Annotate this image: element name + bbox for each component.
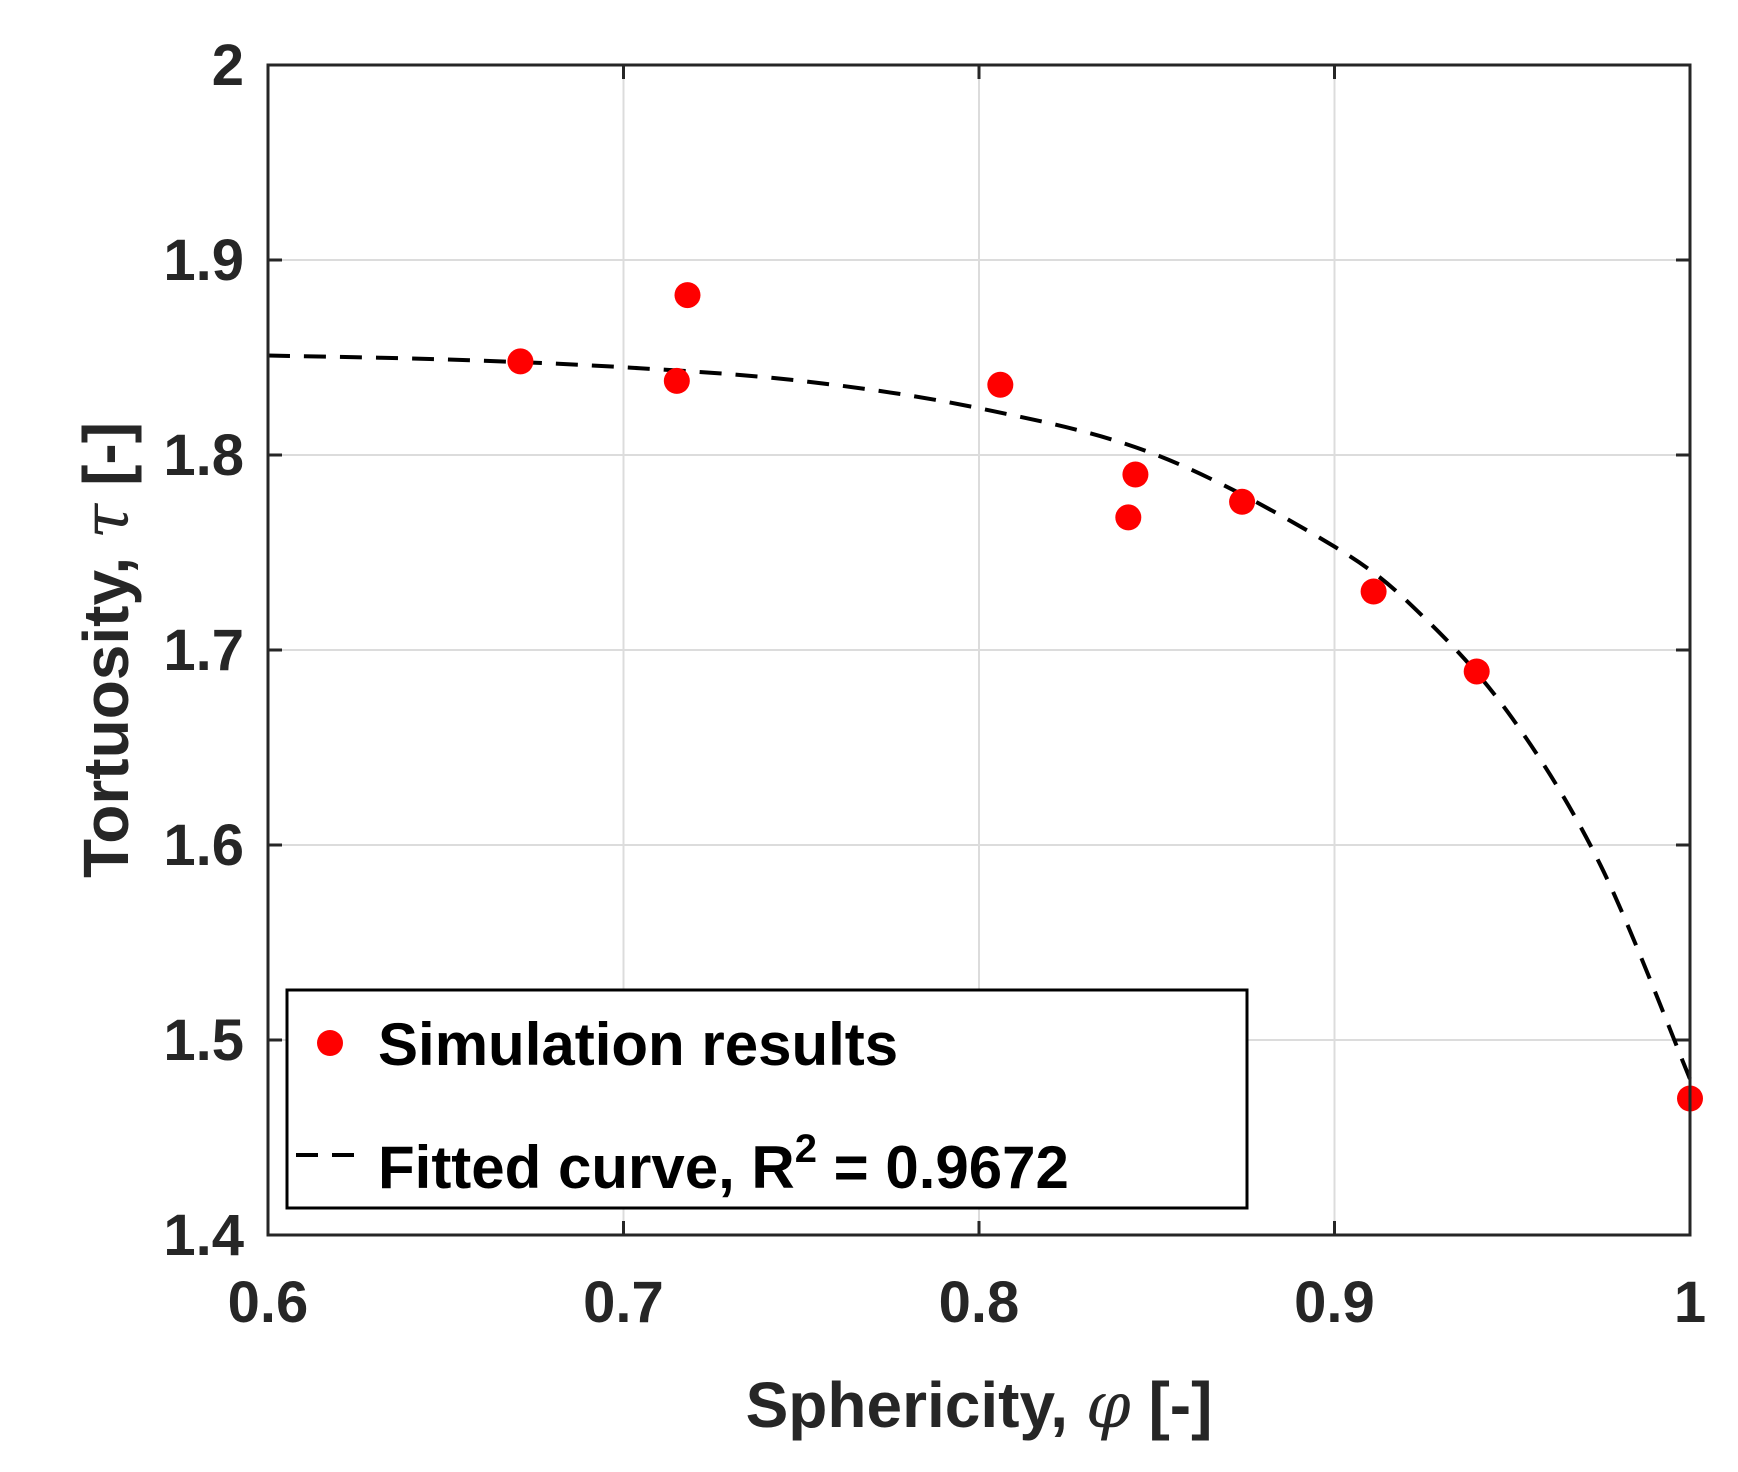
simulation-point — [987, 371, 1014, 398]
simulation-point — [674, 282, 701, 309]
x-tick-label: 0.6 — [228, 1270, 309, 1335]
y-tick-label: 1.9 — [163, 228, 244, 293]
y-tick-label: 2 — [212, 33, 244, 98]
x-tick-labels: 0.6 0.7 0.8 0.9 1 — [228, 1270, 1706, 1335]
y-axis-label: Tortuosity, τ [-] — [70, 422, 144, 878]
y-tick-label: 1.4 — [163, 1203, 244, 1268]
x-tick-label: 0.9 — [1294, 1270, 1375, 1335]
y-tick-label: 1.6 — [163, 813, 244, 878]
plot-frame — [266, 63, 1692, 1237]
simulation-point — [1229, 488, 1256, 515]
x-tick-label: 0.8 — [939, 1270, 1020, 1335]
simulation-point — [1360, 578, 1387, 605]
fitted-curve-line — [267, 353, 1692, 1080]
simulation-point — [1122, 461, 1149, 488]
y-tick-label: 1.7 — [163, 618, 244, 683]
simulation-point — [507, 348, 534, 375]
x-tick-label: 0.7 — [583, 1270, 664, 1335]
y-tick-label: 1.5 — [163, 1008, 244, 1073]
simulation-point — [1115, 504, 1142, 531]
legend-marker-simulation — [317, 1030, 343, 1056]
y-tick-labels: 1.4 1.5 1.6 1.7 1.8 1.9 2 — [163, 33, 244, 1268]
x-axis-label: Sphericity, φ [-] — [746, 1369, 1213, 1443]
legend-label-fitted-curve: Fitted curve, R2 = 0.9672 — [378, 1127, 1069, 1201]
x-tick-label: 1 — [1674, 1270, 1706, 1335]
simulation-point — [663, 367, 690, 394]
legend-label-simulation: Simulation results — [378, 1011, 898, 1078]
legend-box — [285, 988, 1249, 1210]
simulation-point — [1463, 658, 1490, 685]
data-points — [507, 282, 1703, 1112]
y-tick-label: 1.8 — [163, 423, 244, 488]
fitted-curve-layer — [267, 353, 1692, 1080]
legend: Simulation results Fitted curve, R2 = 0.… — [285, 988, 1249, 1210]
